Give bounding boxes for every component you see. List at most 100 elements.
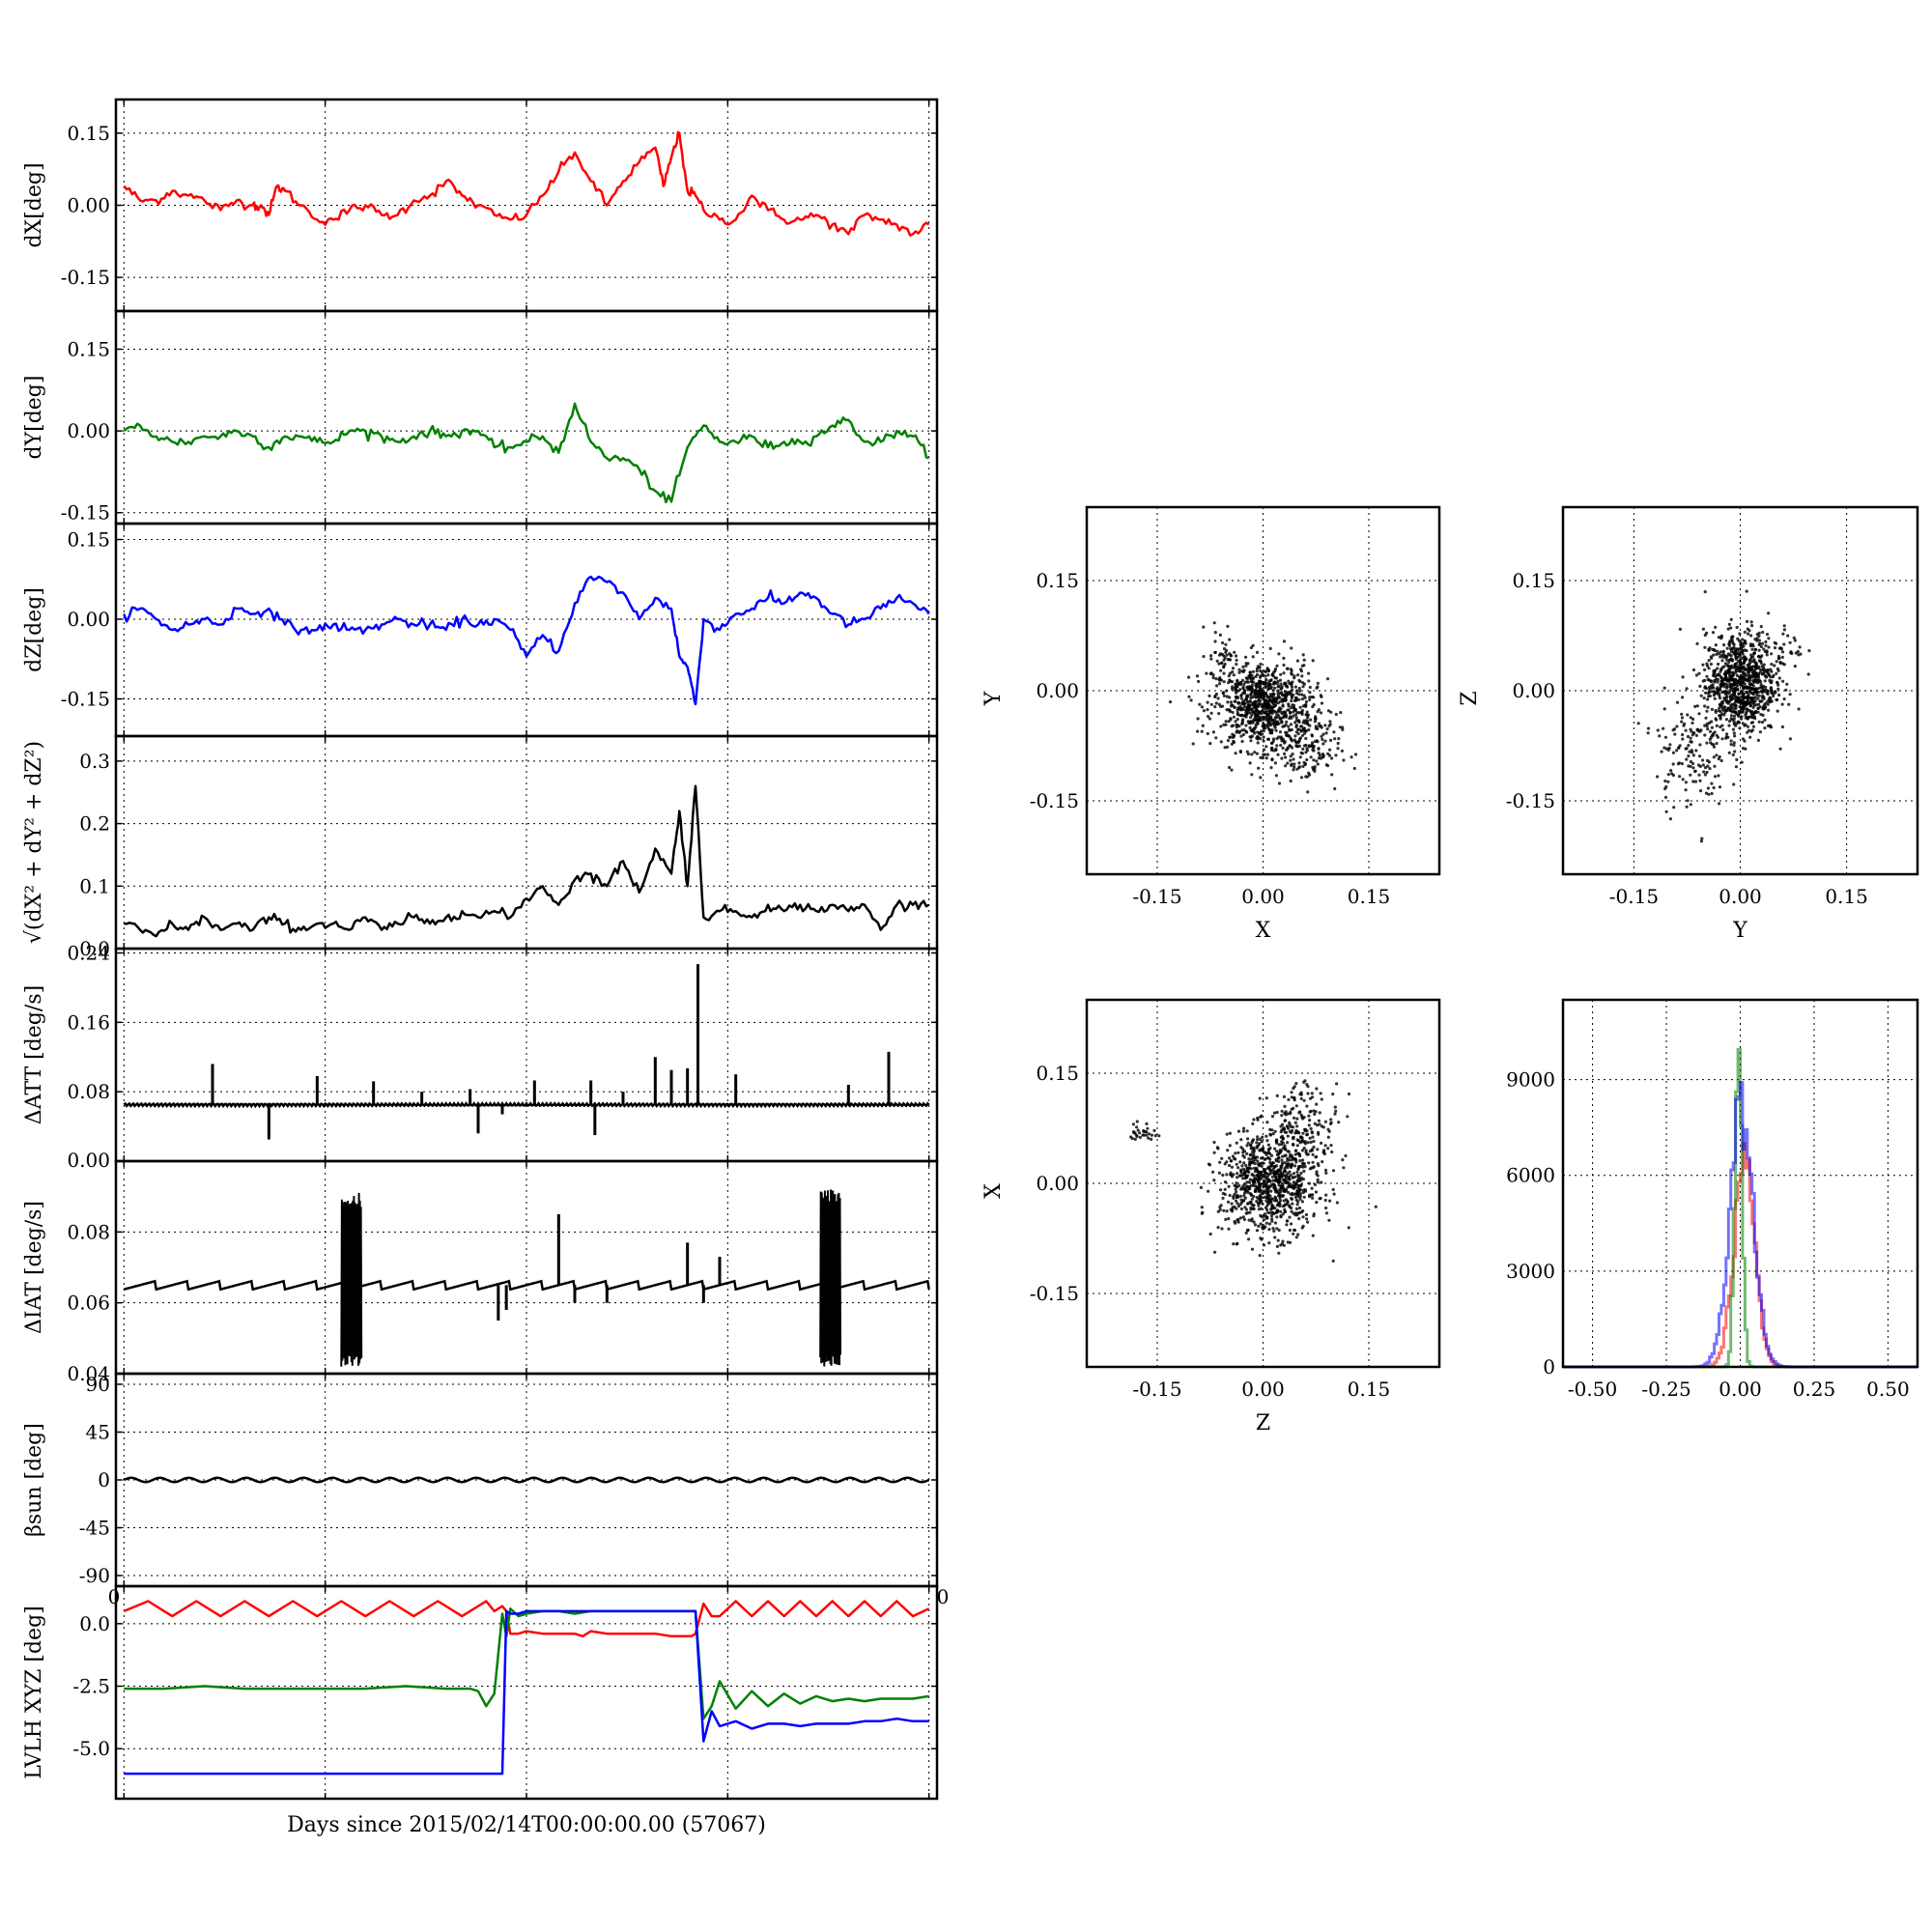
scatter-point	[1293, 1152, 1297, 1156]
scatter-point	[1663, 735, 1668, 739]
y-tick-label: 6000	[1506, 1164, 1555, 1187]
scatter-point	[1729, 743, 1733, 747]
scatter-point	[1744, 703, 1747, 707]
scatter-point	[1246, 680, 1250, 684]
scatter-point	[1282, 1186, 1286, 1190]
scatter-point	[1764, 643, 1768, 648]
scatter-point	[1686, 713, 1690, 717]
scatter-point	[1275, 664, 1279, 668]
scatter-point	[1249, 676, 1253, 680]
scatter-point	[1153, 1134, 1157, 1138]
scatter-point	[1142, 1129, 1146, 1133]
y-tick-label: 0.08	[67, 1080, 110, 1103]
scatter-point	[1289, 668, 1293, 671]
scatter-point	[1271, 718, 1275, 723]
scatter-point	[1780, 724, 1784, 729]
scatter-point	[1226, 739, 1230, 743]
scatter-point	[1256, 665, 1260, 668]
y-tick-label: 0.2	[79, 812, 110, 836]
scatter-point	[1710, 720, 1714, 724]
scatter-point	[1209, 654, 1213, 658]
scatter-point	[1733, 695, 1737, 698]
scatter-point	[1792, 636, 1796, 640]
scatter-point	[1286, 761, 1290, 765]
scatter-point	[1310, 733, 1314, 737]
scatter-point	[1301, 1178, 1305, 1181]
scatter-point	[1212, 1151, 1216, 1154]
scatter-point	[1268, 646, 1272, 651]
scatter-point	[1728, 720, 1732, 724]
scatter-point	[1290, 671, 1293, 675]
scatter-point	[1741, 638, 1745, 641]
scatter-point	[1720, 724, 1724, 727]
scatter-point	[1712, 694, 1716, 697]
scatter-point	[1319, 756, 1322, 760]
scatter-point	[1273, 1199, 1277, 1203]
scatter-point	[1295, 1192, 1299, 1196]
scatter-point	[1668, 743, 1672, 747]
scatter-point	[1303, 1189, 1308, 1193]
scatter-point	[1199, 1185, 1203, 1189]
y-axis-label: X	[981, 1183, 1006, 1199]
scatter-point	[1278, 1196, 1282, 1200]
scatter-point	[1245, 750, 1249, 753]
scatter-point	[1730, 678, 1734, 682]
scatter-point	[1293, 1096, 1296, 1100]
scatter-point	[1732, 782, 1736, 786]
scatter-point	[1251, 1181, 1256, 1185]
scatter-point	[1732, 714, 1737, 718]
scatter-point	[1268, 728, 1272, 732]
scatter-point	[1262, 739, 1265, 743]
scatter-point	[1706, 727, 1710, 731]
scatter-point	[1254, 719, 1258, 723]
scatter-point	[1259, 1137, 1263, 1141]
scatter-point	[1693, 704, 1697, 709]
scatter-point	[1275, 1110, 1279, 1115]
scatter-point	[1211, 730, 1215, 734]
scatter-point	[1275, 1150, 1279, 1153]
scatter-point	[1147, 1132, 1151, 1136]
scatter-point	[1262, 748, 1266, 752]
scatter-point	[1248, 1178, 1252, 1181]
scatter-point	[1306, 1141, 1310, 1145]
scatter-point	[1300, 1200, 1304, 1204]
scatter-point	[1297, 1217, 1301, 1221]
scatter-point	[1198, 702, 1202, 706]
scatter-point	[1727, 622, 1731, 627]
scatter-point	[1672, 727, 1677, 731]
scatter-point	[1250, 1160, 1254, 1165]
scatter-point	[1257, 1224, 1261, 1228]
scatter-point	[1285, 748, 1289, 753]
scatter-point	[1300, 1226, 1304, 1230]
scatter-point	[1295, 1138, 1299, 1142]
scatter-point	[1275, 1204, 1279, 1208]
scatter-point	[1246, 1141, 1250, 1145]
scatter-point	[1301, 653, 1305, 657]
scatter-point	[1788, 693, 1792, 696]
scatter-point	[1244, 1231, 1248, 1235]
scatter-point	[1259, 685, 1263, 689]
x-tick-label: 0.00	[1241, 885, 1285, 908]
scatter-point	[1320, 734, 1323, 739]
scatter-point	[1223, 746, 1227, 750]
scatter-point	[1308, 1136, 1312, 1140]
scatter-point	[1292, 1116, 1296, 1120]
scatter-point	[1274, 703, 1278, 707]
scatter-point	[1240, 722, 1244, 726]
scatter-point	[1227, 1217, 1231, 1221]
scatter-point	[1223, 1187, 1227, 1191]
scatter-point	[1267, 1193, 1271, 1197]
scatter-point	[1747, 676, 1750, 680]
scatter-point	[1750, 728, 1754, 732]
scatter-point	[1236, 1166, 1240, 1170]
scatter-point	[1270, 698, 1274, 702]
y-tick-label: 0.0	[79, 1612, 110, 1635]
scatter-point	[1240, 1164, 1244, 1168]
scatter-point	[1329, 1118, 1333, 1122]
scatter-point	[1260, 1156, 1264, 1160]
scatter-point	[1285, 720, 1289, 724]
scatter-point	[1713, 764, 1717, 768]
scatter-point	[1293, 1121, 1297, 1124]
scatter-point	[1284, 1188, 1288, 1192]
